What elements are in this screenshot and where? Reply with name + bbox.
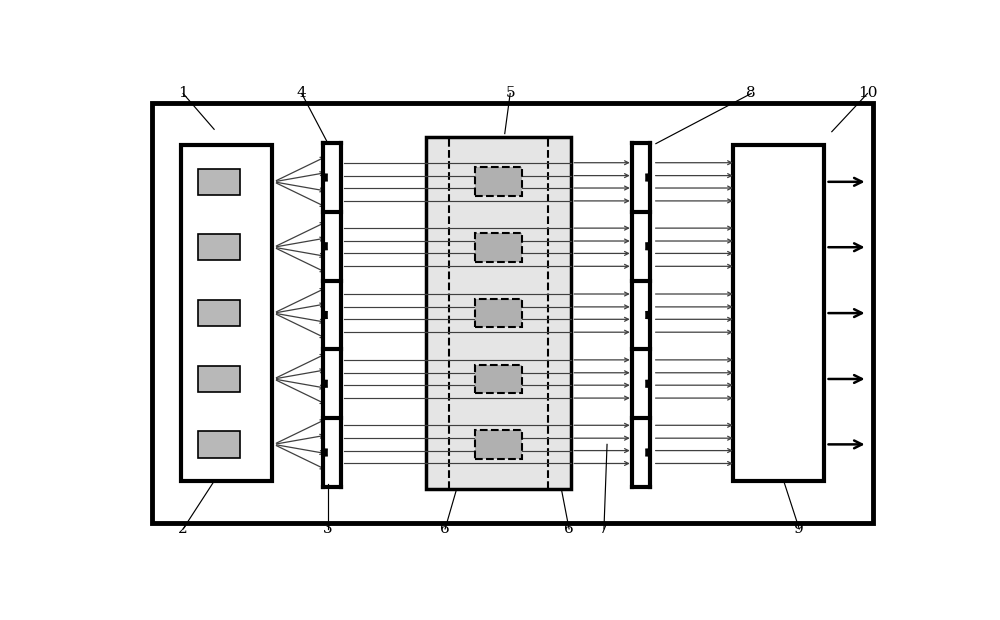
Text: 9: 9 <box>794 522 804 536</box>
Bar <box>475 299 522 327</box>
Bar <box>198 366 240 392</box>
Bar <box>198 300 240 326</box>
Bar <box>198 234 240 260</box>
Bar <box>198 169 240 195</box>
Text: 10: 10 <box>858 87 877 100</box>
Text: 5: 5 <box>505 87 515 100</box>
Text: 1: 1 <box>178 87 188 100</box>
Bar <box>733 145 824 481</box>
Bar <box>475 365 522 393</box>
Bar <box>152 103 873 523</box>
Bar <box>198 432 240 458</box>
Bar <box>475 167 522 196</box>
Text: 7: 7 <box>599 522 609 536</box>
Text: 8: 8 <box>746 87 756 100</box>
Bar <box>426 138 571 489</box>
Bar <box>181 145 272 481</box>
Text: 2: 2 <box>178 522 188 536</box>
Bar <box>475 233 522 262</box>
Bar <box>475 430 522 459</box>
Text: 4: 4 <box>297 87 307 100</box>
Text: 3: 3 <box>323 522 333 536</box>
Text: 6: 6 <box>440 522 450 536</box>
Text: 6: 6 <box>564 522 574 536</box>
